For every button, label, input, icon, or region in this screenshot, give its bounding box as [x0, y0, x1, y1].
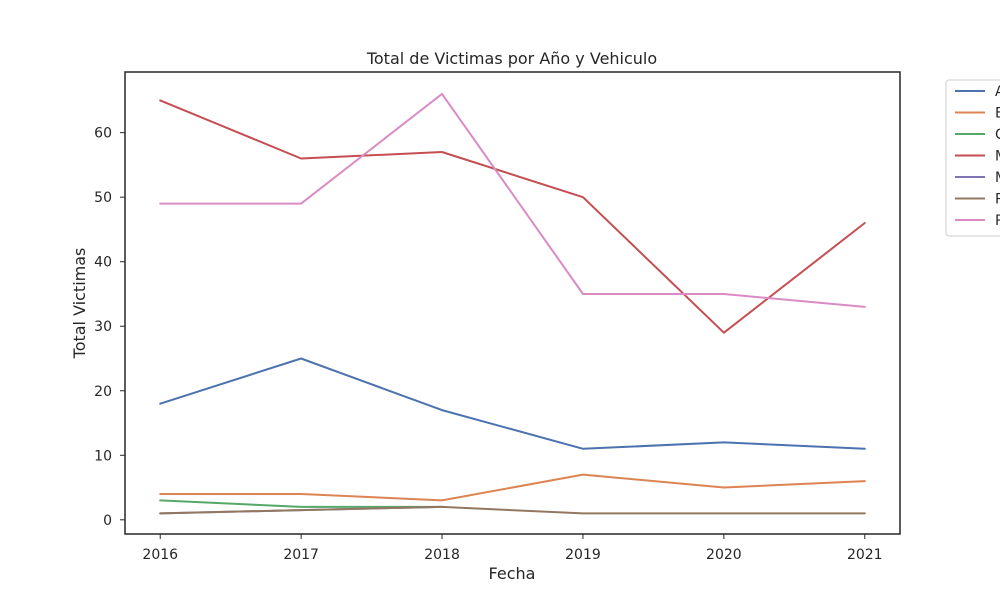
x-tick-label: 2020 [706, 547, 742, 563]
y-axis-ticks: 0 10 20 30 40 50 60 [94, 126, 125, 529]
legend-label: A [995, 84, 1000, 100]
x-tick-label: 2017 [283, 547, 319, 563]
chart-title: Total de Victimas por Año y Vehiculo [366, 49, 657, 68]
x-tick-label: 2016 [142, 547, 178, 563]
legend-box [945, 79, 1000, 237]
series-line-c-2 [159, 499, 443, 508]
x-tick-label: 2018 [424, 547, 460, 563]
plot-series [159, 92, 866, 515]
y-tick-label: 30 [94, 319, 112, 335]
y-tick-label: 10 [94, 448, 112, 464]
plot-frame [124, 71, 901, 535]
legend-label: M [995, 170, 1000, 186]
x-axis-ticks: 2016 2017 2018 2019 2020 2021 [142, 534, 883, 563]
legend-label: M [995, 149, 1000, 165]
y-tick-label: 60 [94, 126, 112, 142]
y-tick-label: 40 [94, 255, 112, 271]
series-line-m-3 [159, 99, 866, 334]
y-tick-label: 0 [103, 513, 112, 529]
legend-label: P [995, 192, 1000, 208]
series-line-a-0 [159, 357, 866, 450]
x-axis-title: Fecha [489, 564, 536, 583]
y-tick-label: 50 [94, 190, 112, 206]
legend-label: P [995, 213, 1000, 229]
x-tick-label: 2019 [565, 547, 601, 563]
legend-label: B [995, 106, 1000, 122]
series-line-p-6 [159, 92, 866, 308]
legend-label: C [995, 127, 1000, 143]
series-line-b-1 [159, 473, 866, 502]
x-tick-label: 2021 [847, 547, 883, 563]
y-tick-label: 20 [94, 384, 112, 400]
legend: ABCMMPP [945, 79, 1000, 237]
y-axis-title: Total Victimas [70, 248, 89, 360]
series-line-p-5 [159, 505, 866, 515]
